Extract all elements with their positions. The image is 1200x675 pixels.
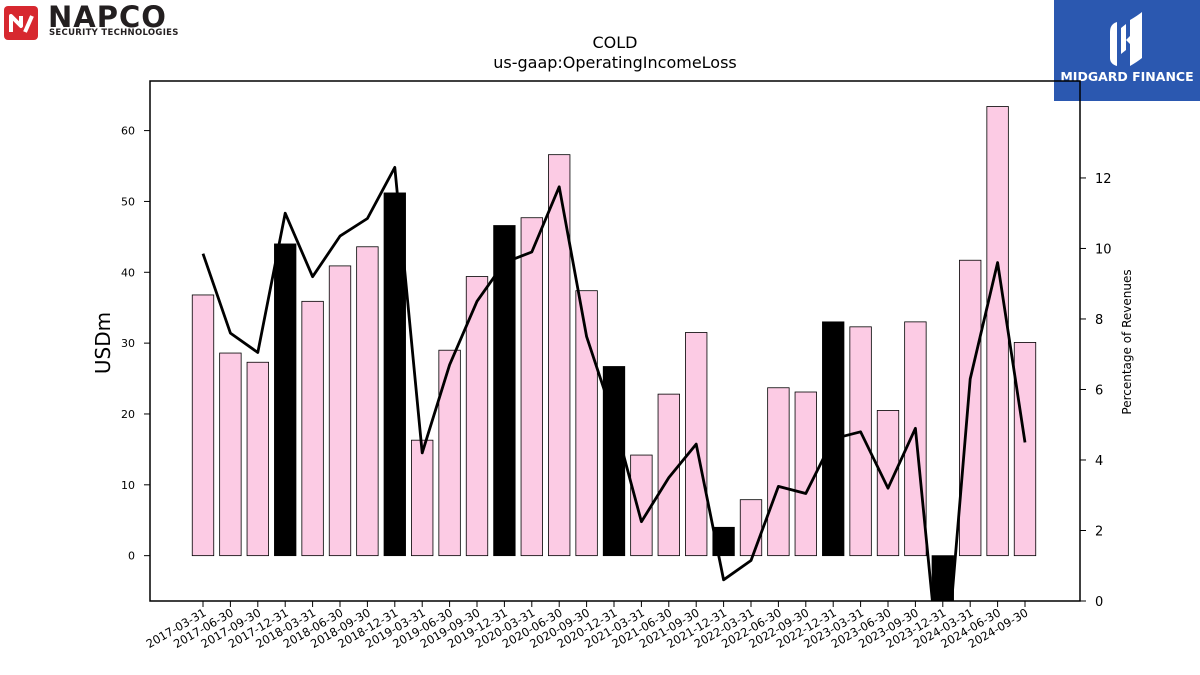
bar-2024-06-30 bbox=[986, 106, 1009, 557]
bar-2018-03-31 bbox=[301, 300, 324, 557]
y-tick-label: 0 bbox=[128, 550, 135, 563]
chart-subtitle: us-gaap:OperatingIncomeLoss bbox=[493, 53, 737, 72]
y-tick-label: 10 bbox=[121, 479, 135, 492]
plot-frame bbox=[149, 80, 1081, 602]
bar-2024-09-30 bbox=[1013, 342, 1037, 557]
y-axis-label: USDm bbox=[91, 312, 115, 374]
midgard-finance-logo: MIDGARD FINANCE bbox=[1054, 0, 1200, 101]
y2-axis-label: Percentage of Revenues bbox=[1120, 269, 1134, 414]
y2-tick-label: 2 bbox=[1095, 524, 1103, 539]
y-tick-label: 20 bbox=[121, 408, 135, 421]
bar-2019-03-31 bbox=[411, 439, 434, 557]
bar-2023-03-31 bbox=[849, 326, 872, 557]
bar-2018-06-30 bbox=[328, 265, 352, 557]
midgard-wordmark: MIDGARD FINANCE bbox=[1060, 69, 1194, 84]
bar-2024-03-31 bbox=[959, 259, 982, 557]
bar-2022-06-30 bbox=[767, 387, 790, 557]
bar-2017-12-31 bbox=[274, 243, 297, 557]
napco-logo: NAPCO SECURITY TECHNOLOGIES bbox=[4, 0, 214, 40]
y-tick-label: 40 bbox=[121, 266, 135, 279]
y-tick-label: 50 bbox=[121, 195, 135, 208]
bar-2019-06-30 bbox=[438, 349, 461, 557]
napco-tagline: SECURITY TECHNOLOGIES bbox=[49, 28, 179, 38]
bar-2020-03-31 bbox=[520, 217, 543, 557]
bar-2021-06-30 bbox=[657, 393, 680, 557]
y2-tick-label: 10 bbox=[1095, 242, 1112, 257]
y-tick-label: 30 bbox=[121, 337, 135, 350]
bar-2017-03-31 bbox=[191, 294, 215, 557]
bar-2022-09-30 bbox=[794, 391, 817, 557]
napco-mark-icon bbox=[4, 6, 38, 40]
y2-tick-label: 6 bbox=[1095, 383, 1103, 398]
chart-title: COLD bbox=[593, 33, 638, 52]
y2-tick-label: 4 bbox=[1095, 454, 1103, 469]
y2-tick-label: 8 bbox=[1095, 313, 1103, 328]
bar-2023-12-31 bbox=[931, 555, 954, 601]
bar-2018-12-31 bbox=[383, 192, 406, 557]
bar-2019-09-30 bbox=[465, 276, 489, 557]
napco-wordmark: NAPCO bbox=[48, 0, 167, 34]
bar-2020-06-30 bbox=[548, 154, 571, 557]
bar-2017-06-30 bbox=[219, 352, 242, 557]
y2-tick-label: 0 bbox=[1095, 595, 1103, 610]
bar-2018-09-30 bbox=[356, 246, 379, 557]
bar-2017-09-30 bbox=[246, 361, 269, 557]
midgard-mark-icon bbox=[1110, 12, 1142, 66]
y2-tick-label: 12 bbox=[1095, 172, 1112, 187]
bar-2019-12-31 bbox=[493, 225, 516, 557]
percentage-line bbox=[201, 165, 1027, 601]
bar-2023-06-30 bbox=[876, 410, 900, 557]
bar-2022-03-31 bbox=[739, 499, 763, 557]
y-tick-label: 60 bbox=[121, 125, 135, 138]
bar-2021-03-31 bbox=[630, 454, 653, 557]
